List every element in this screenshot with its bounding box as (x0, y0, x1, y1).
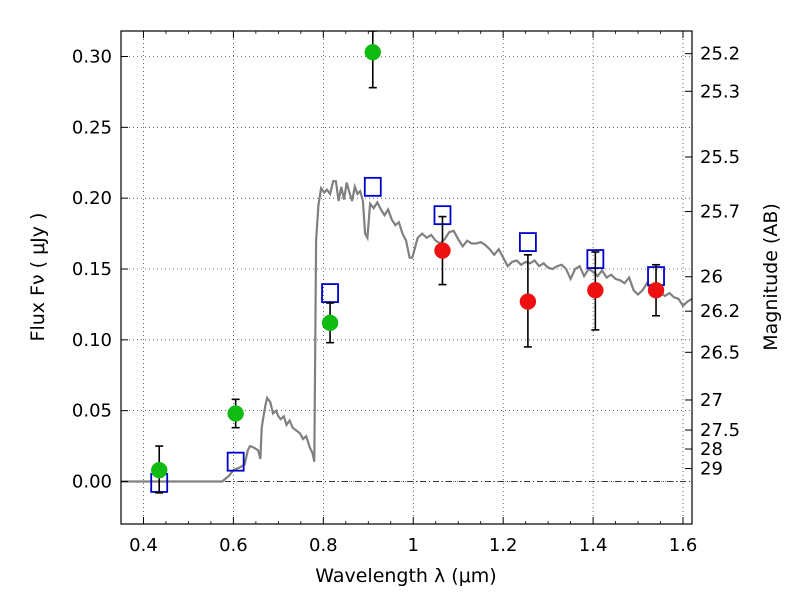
x-tick-label: 0.4 (129, 535, 158, 556)
x-axis-label: Wavelength λ (μm) (315, 565, 496, 587)
model-square-point (226, 451, 245, 472)
model-square-point (363, 176, 382, 197)
green-data-point (321, 314, 339, 332)
magnitude-tick-label: 26.5 (700, 342, 740, 363)
green-data-point (364, 44, 382, 61)
x-tick-label: 1 (408, 535, 419, 556)
y-tick-label: 0.05 (72, 401, 112, 422)
model-spectrum-line (121, 180, 692, 483)
magnitude-tick-label: 29 (700, 459, 723, 480)
magnitude-axis-label: Magnitude (AB) (760, 203, 782, 351)
red-data-point (587, 282, 604, 299)
y-tick-label: 0.10 (72, 330, 112, 351)
green-data-point (150, 461, 168, 479)
magnitude-tick-label: 25.7 (700, 202, 740, 223)
x-tick-label: 1.6 (669, 535, 698, 556)
axes (120, 30, 693, 525)
magnitude-tick-label: 25.3 (700, 81, 740, 102)
red-data-point (519, 293, 537, 310)
y-tick-label: 0.30 (72, 47, 112, 68)
y-axis-label: Flux Fν ( μJy ) (27, 213, 49, 342)
plot-frame (120, 30, 693, 525)
x-tick-label: 1.4 (579, 535, 608, 556)
magnitude-tick-label: 27 (700, 390, 723, 411)
x-tick-label: 0.6 (219, 535, 248, 556)
y-axis-ticks: 0.00 0.05 0.10 0.15 0.20 0.25 0.30 (72, 47, 128, 493)
y-tick-label: 0.20 (72, 188, 112, 209)
magnitude-tick-label: 26 (700, 267, 723, 288)
model-square-point (321, 283, 339, 303)
magnitude-tick-label: 25.5 (700, 147, 740, 168)
y-tick-label: 0.15 (72, 259, 112, 280)
model-square-point (518, 232, 537, 252)
red-data-point (434, 242, 451, 259)
magnitude-tick-label: 27.5 (700, 420, 740, 441)
red-data-point (647, 282, 665, 299)
magnitude-tick-label: 26.2 (700, 301, 740, 322)
y-tick-label: 0.00 (72, 472, 112, 493)
x-tick-label: 1.2 (489, 535, 518, 556)
x-tick-label: 0.8 (309, 535, 338, 556)
plot-area (121, 31, 692, 494)
green-data-point (227, 405, 244, 422)
x-axis-ticks: 0.4 0.6 0.8 1 1.2 1.4 1.6 (120, 31, 698, 556)
magnitude-tick-label: 28 (700, 439, 723, 460)
y-tick-label: 0.25 (72, 117, 112, 138)
magnitude-tick-label: 25.2 (700, 44, 740, 65)
